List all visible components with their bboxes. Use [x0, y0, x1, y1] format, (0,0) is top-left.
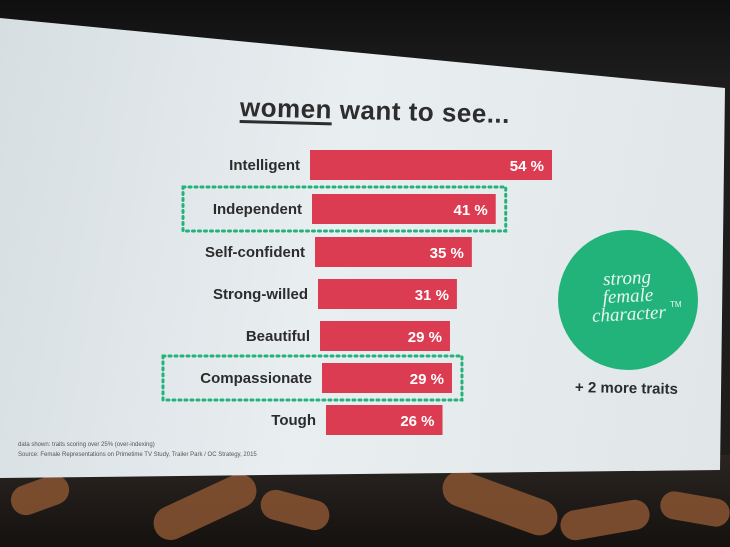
strong-female-character-badge: strong female character TM: [558, 230, 698, 370]
bar-independent: [312, 194, 496, 224]
bar-compassionate: [322, 363, 452, 393]
highlight-box-independent: [181, 185, 508, 233]
bar-tough: [326, 405, 443, 435]
badge-text: strong female character: [591, 266, 667, 327]
bar-intelligent: [310, 150, 552, 180]
value-label-beautiful: 29 %: [408, 329, 442, 346]
footnote-source: Source: Female Representations on Primet…: [18, 452, 257, 458]
value-label-tough: 26 %: [400, 413, 434, 430]
category-label-intelligent: Intelligent: [229, 157, 300, 174]
category-label-strong-willed: Strong-willed: [213, 286, 308, 303]
bar-strong-willed: [318, 279, 457, 309]
bar-self-confident: [315, 237, 472, 267]
bar-beautiful: [320, 321, 450, 351]
more-traits-note: + 2 more traits: [574, 379, 679, 398]
value-label-intelligent: 54 %: [510, 158, 544, 175]
footnote-data: data shown: traits scoring over 25% (ove…: [18, 442, 155, 448]
value-label-strong-willed: 31 %: [415, 287, 449, 304]
highlight-box-compassionate: [161, 354, 464, 402]
category-label-independent: Independent: [213, 201, 302, 218]
value-label-self-confident: 35 %: [430, 245, 464, 262]
value-label-compassionate: 29 %: [410, 371, 444, 388]
category-label-beautiful: Beautiful: [246, 328, 310, 345]
category-label-compassionate: Compassionate: [200, 370, 312, 387]
category-label-tough: Tough: [271, 412, 316, 429]
category-label-self-confident: Self-confident: [205, 244, 305, 261]
badge-trademark: TM: [670, 300, 682, 309]
value-label-independent: 41 %: [454, 202, 488, 219]
